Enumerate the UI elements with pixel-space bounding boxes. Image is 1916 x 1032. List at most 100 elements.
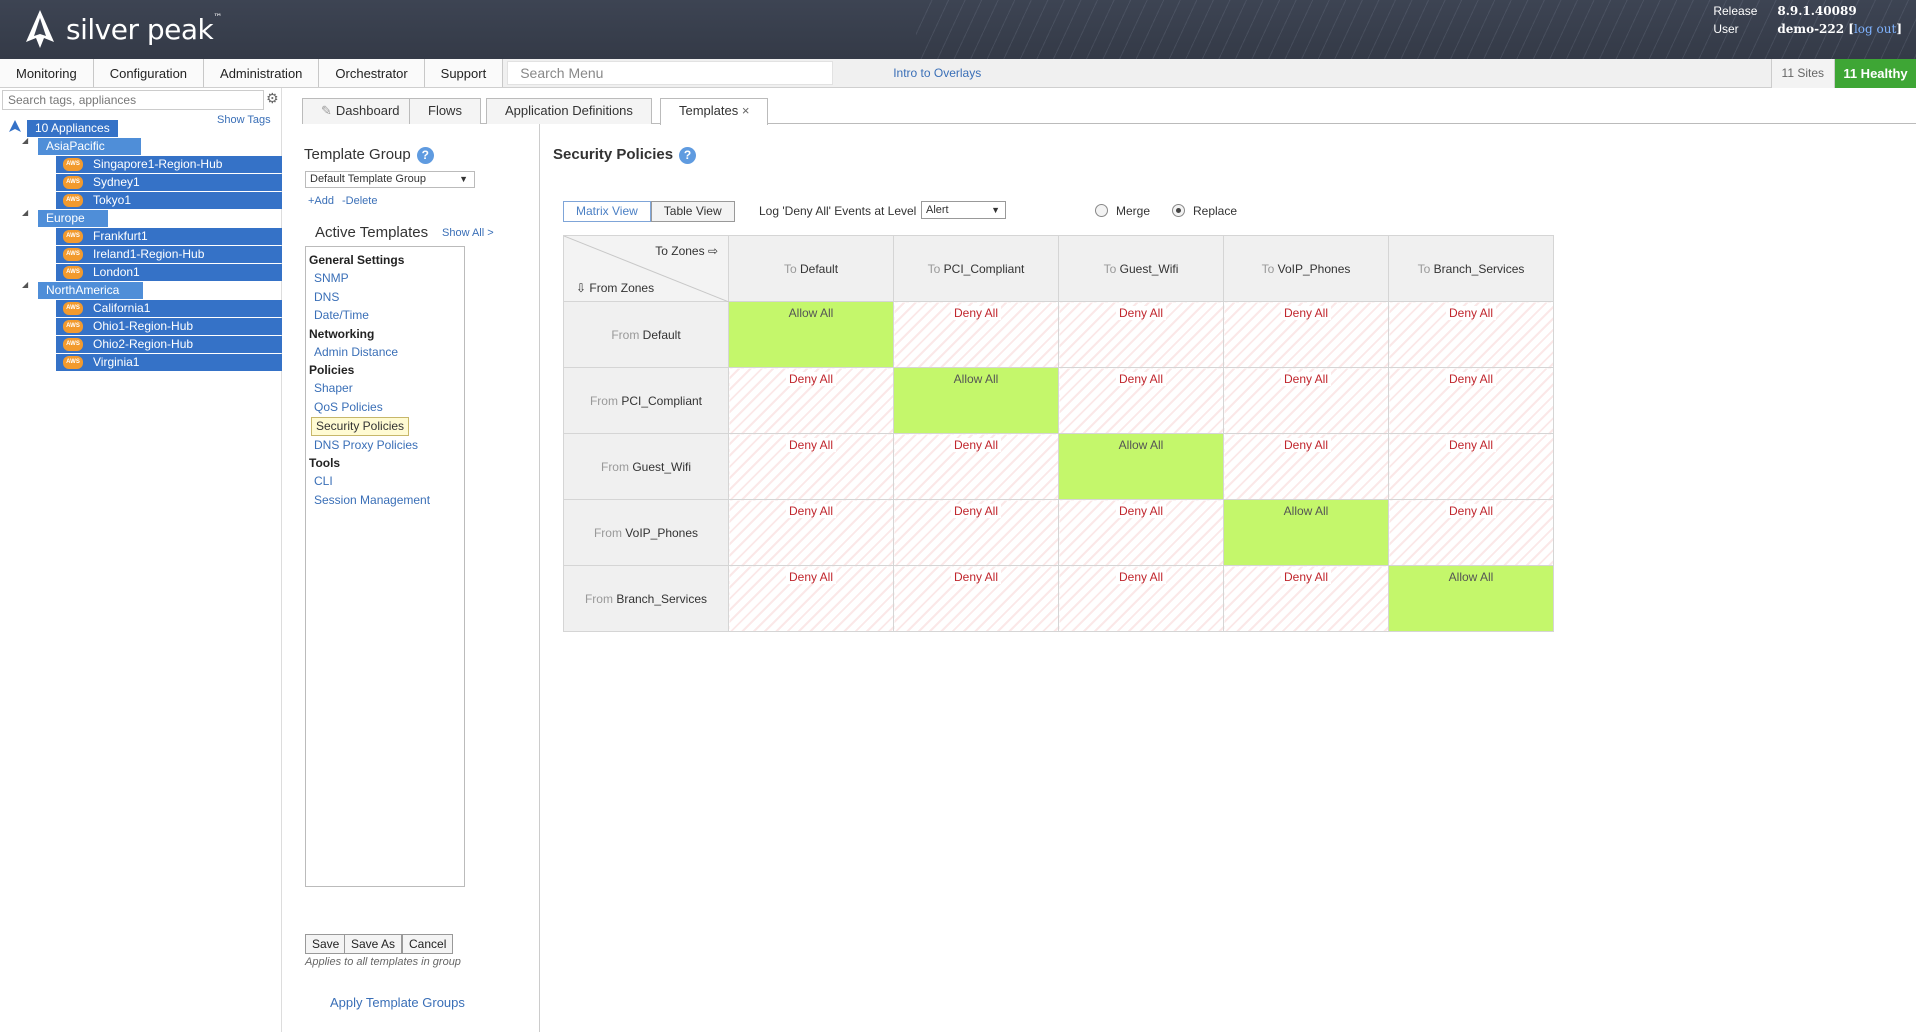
tree-leaf-virginia1[interactable]: AWS Virginia1	[56, 354, 282, 371]
template-item-shaper[interactable]: Shaper	[314, 381, 353, 396]
tree-leaf-frankfurt1[interactable]: AWS Frankfurt1	[56, 228, 282, 245]
template-item-admin-distance[interactable]: Admin Distance	[314, 344, 399, 359]
col-header-branch-services: To Branch_Services	[1388, 235, 1554, 302]
log-level-select[interactable]: Alert ▼	[921, 201, 1006, 219]
tab-application-definitions[interactable]: Application Definitions	[486, 98, 652, 124]
replace-radio[interactable]: Replace	[1172, 204, 1237, 218]
tree-root[interactable]: 10 Appliances	[27, 120, 118, 137]
matrix-cell[interactable]: Deny All	[1223, 565, 1389, 632]
network-root-icon	[9, 120, 21, 132]
matrix-cell[interactable]: Deny All	[728, 367, 894, 434]
matrix-cell[interactable]: Deny All	[1388, 301, 1554, 368]
tree-leaf-ohio2[interactable]: AWS Ohio2-Region-Hub	[56, 336, 282, 353]
apply-template-groups-link[interactable]: Apply Template Groups	[330, 995, 465, 1010]
tree-leaf-tokyo1[interactable]: AWS Tokyo1	[56, 192, 282, 209]
row-header-default: From Default	[563, 301, 729, 368]
add-link[interactable]: +Add	[308, 195, 334, 207]
cancel-button[interactable]: Cancel	[402, 934, 454, 954]
section-heading: Policies	[309, 363, 355, 378]
matrix-cell[interactable]: Deny All	[893, 433, 1059, 500]
radio-icon	[1095, 204, 1108, 217]
matrix-cell[interactable]: Allow All	[1388, 565, 1554, 632]
matrix-cell[interactable]: Deny All	[1058, 301, 1224, 368]
help-icon[interactable]: ?	[679, 146, 697, 164]
template-item-security-policies[interactable]: Security Policies	[311, 416, 410, 436]
matrix-cell[interactable]: Deny All	[1223, 367, 1389, 434]
tree-leaf-sydney1[interactable]: AWS Sydney1	[56, 174, 282, 191]
nav-monitoring[interactable]: Monitoring	[0, 59, 94, 87]
show-tags-link[interactable]: Show Tags	[217, 114, 271, 126]
matrix-cell[interactable]: Allow All	[1223, 499, 1389, 566]
tab-templates[interactable]: Templates ×	[660, 98, 769, 125]
nav-administration[interactable]: Administration	[204, 59, 320, 87]
close-icon[interactable]: ×	[741, 103, 750, 118]
tree-group-europe[interactable]: Europe	[38, 210, 108, 227]
matrix-cell[interactable]: Deny All	[1388, 367, 1554, 434]
template-item-qos-policies[interactable]: QoS Policies	[314, 399, 383, 414]
logo-mountain-icon	[26, 10, 54, 48]
matrix-view-button[interactable]: Matrix View	[563, 201, 651, 222]
template-item-datetime[interactable]: Date/Time	[314, 308, 369, 323]
save-as-button[interactable]: Save As	[344, 934, 403, 954]
merge-radio[interactable]: Merge	[1095, 204, 1150, 218]
from-zones-label: ⇩ From Zones	[576, 281, 655, 295]
template-item-dns[interactable]: DNS	[314, 289, 340, 304]
sites-count[interactable]: 11 Sites	[1770, 59, 1835, 88]
search-menu-input[interactable]: Search Menu	[507, 61, 834, 85]
matrix-cell[interactable]: Deny All	[728, 433, 894, 500]
zone-matrix: To Zones ⇨ ⇩ From Zones To Default To PC…	[563, 235, 1554, 632]
appliance-tree: Search tags, appliances ⚙ Show Tags 10 A…	[0, 88, 282, 1032]
tab-dashboard[interactable]: ✎ Dashboard	[302, 98, 419, 124]
template-group-select[interactable]: Default Template Group ▼	[305, 171, 475, 188]
tree-group-asiapacific[interactable]: AsiaPacific	[38, 138, 141, 155]
matrix-corner: To Zones ⇨ ⇩ From Zones	[563, 235, 729, 302]
delete-link[interactable]: -Delete	[342, 195, 378, 207]
matrix-cell[interactable]: Deny All	[728, 499, 894, 566]
arrow-down-icon: ⇩	[576, 281, 587, 295]
tree-group-northamerica[interactable]: NorthAmerica	[38, 282, 143, 299]
matrix-cell[interactable]: Deny All	[1223, 433, 1389, 500]
aws-icon: AWS	[63, 266, 83, 279]
matrix-cell[interactable]: Deny All	[1388, 433, 1554, 500]
tree-search-input[interactable]: Search tags, appliances	[2, 90, 264, 110]
row-header-guest-wifi: From Guest_Wifi	[563, 433, 729, 500]
col-header-guest-wifi: To Guest_Wifi	[1058, 235, 1224, 302]
matrix-cell[interactable]: Deny All	[1058, 499, 1224, 566]
show-all-link[interactable]: Show All >	[442, 227, 494, 239]
help-icon[interactable]: ?	[416, 146, 434, 164]
matrix-cell[interactable]: Allow All	[1058, 433, 1224, 500]
save-button[interactable]: Save	[305, 934, 347, 954]
table-view-button[interactable]: Table View	[650, 201, 735, 222]
matrix-cell[interactable]: Deny All	[1058, 565, 1224, 632]
nav-configuration[interactable]: Configuration	[93, 59, 205, 87]
matrix-cell[interactable]: Deny All	[1223, 301, 1389, 368]
matrix-cell[interactable]: Deny All	[1388, 499, 1554, 566]
tree-leaf-california1[interactable]: AWS California1	[56, 300, 282, 317]
matrix-cell[interactable]: Deny All	[1058, 367, 1224, 434]
template-item-session-management[interactable]: Session Management	[314, 492, 431, 507]
tab-flows[interactable]: Flows	[409, 98, 481, 124]
template-item-cli[interactable]: CLI	[314, 474, 333, 489]
tree-leaf-ireland1[interactable]: AWS Ireland1-Region-Hub	[56, 246, 282, 263]
matrix-cell[interactable]: Allow All	[728, 301, 894, 368]
nav-orchestrator[interactable]: Orchestrator	[319, 59, 425, 87]
applies-note: Applies to all templates in group	[305, 956, 461, 968]
arrow-right-icon: ⇨	[707, 244, 718, 258]
healthy-badge[interactable]: 11 Healthy	[1835, 59, 1916, 88]
matrix-cell[interactable]: Deny All	[893, 565, 1059, 632]
matrix-cell[interactable]: Deny All	[893, 301, 1059, 368]
matrix-cell[interactable]: Allow All	[893, 367, 1059, 434]
template-item-snmp[interactable]: SNMP	[314, 271, 349, 285]
tree-leaf-singapore1[interactable]: AWS Singapore1-Region-Hub	[56, 156, 282, 173]
gear-icon[interactable]: ⚙	[266, 90, 279, 106]
logout-link[interactable]: log out	[1853, 22, 1897, 36]
intro-overlays-link[interactable]: Intro to Overlays	[893, 66, 982, 80]
diagonal-divider	[564, 236, 729, 302]
silver-peak-logo[interactable]: silver peak™	[20, 8, 222, 50]
template-item-dns-proxy-policies[interactable]: DNS Proxy Policies	[314, 437, 419, 452]
tree-leaf-london1[interactable]: AWS London1	[56, 264, 282, 281]
tree-leaf-ohio1[interactable]: AWS Ohio1-Region-Hub	[56, 318, 282, 335]
matrix-cell[interactable]: Deny All	[893, 499, 1059, 566]
matrix-cell[interactable]: Deny All	[728, 565, 894, 632]
nav-support[interactable]: Support	[424, 59, 504, 87]
